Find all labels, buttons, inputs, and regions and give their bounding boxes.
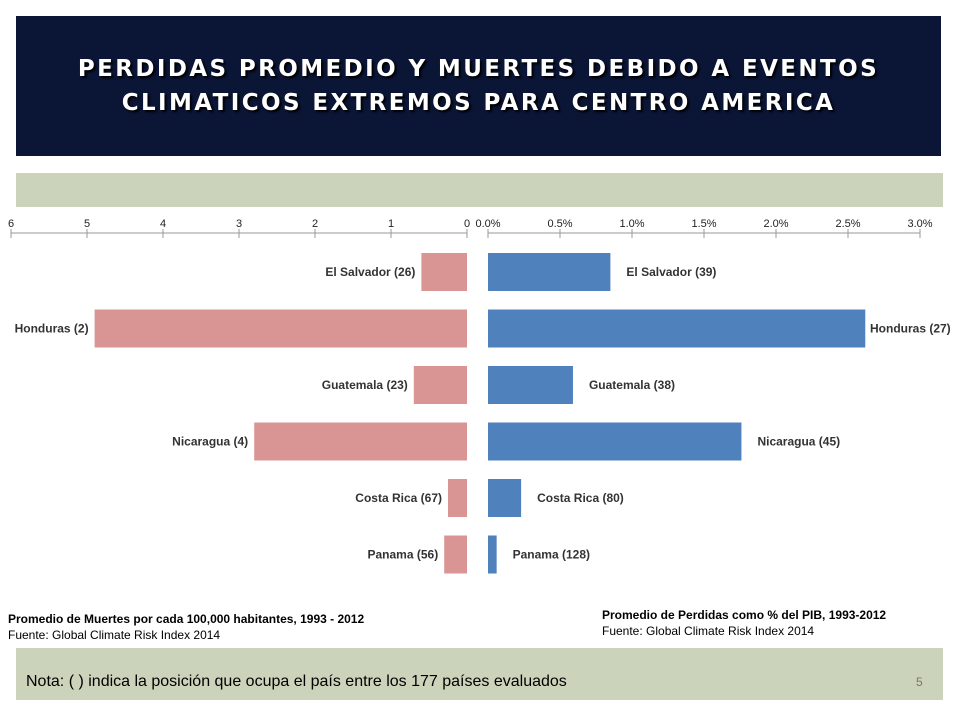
deaths-bar-label: Panama (56) <box>367 548 438 562</box>
losses-chart-title: Promedio de Perdidas como % del PIB, 199… <box>602 608 887 622</box>
losses-tick-label: 2.5% <box>835 218 860 230</box>
deaths-chart-title: Promedio de Muertes por cada 100,000 hab… <box>8 612 365 626</box>
deaths-bar <box>94 309 467 348</box>
deaths-bar-label: Guatemala (23) <box>322 378 408 392</box>
losses-bars: El Salvador (39) Honduras (27) Guatemala (… <box>488 253 951 574</box>
deaths-bar <box>444 535 467 574</box>
losses-axis: 0.0% 0.5% 1.0% 1.5% 2.0% 2.5% 3.0% <box>475 218 933 238</box>
deaths-tick-label: 5 <box>84 218 90 230</box>
losses-bar-label: Guatemala (38) <box>589 378 675 392</box>
losses-bar-label: Costa Rica (80) <box>537 491 624 505</box>
losses-bar <box>488 309 866 348</box>
header-band <box>16 173 943 207</box>
deaths-bar <box>421 253 467 291</box>
page-number: 5 <box>916 675 923 689</box>
losses-bar-label: Honduras (27) <box>870 322 951 336</box>
deaths-bars: El Salvador (26) Honduras (2) Guatemala (2… <box>15 253 467 574</box>
deaths-bar-label: El Salvador (26) <box>325 265 415 279</box>
losses-tick-label: 1.5% <box>691 218 716 230</box>
losses-bar <box>488 253 611 291</box>
losses-tick-label: 0.5% <box>547 218 572 230</box>
deaths-bar <box>413 366 467 404</box>
deaths-bar <box>254 422 467 461</box>
deaths-chart-source: Fuente: Global Climate Risk Index 2014 <box>8 628 221 642</box>
losses-chart-source: Fuente: Global Climate Risk Index 2014 <box>602 624 815 638</box>
losses-tick-label: 2.0% <box>763 218 788 230</box>
deaths-bar-label: Honduras (2) <box>15 322 89 336</box>
deaths-tick-label: 3 <box>236 218 242 230</box>
deaths-tick-label: 0 <box>464 218 470 230</box>
deaths-bar-label: Costa Rica (67) <box>355 491 442 505</box>
note-text: Nota: ( ) indica la posición que ocupa e… <box>26 673 567 690</box>
deaths-tick-label: 4 <box>160 218 166 230</box>
slide-title-line-2: CLIMATICOS EXTREMOS PARA CENTRO AMERICA <box>121 90 836 116</box>
losses-source-block: Promedio de Perdidas como % del PIB, 199… <box>602 607 886 639</box>
losses-bar <box>488 535 497 574</box>
slide-title-line-1: PERDIDAS PROMEDIO Y MUERTES DEBIDO A EVE… <box>77 56 880 82</box>
title-box: PERDIDAS PROMEDIO Y MUERTES DEBIDO A EVE… <box>16 16 941 156</box>
losses-bar-label: Nicaragua (45) <box>757 435 840 449</box>
losses-tick-label: 1.0% <box>619 218 644 230</box>
deaths-tick-label: 6 <box>8 218 14 230</box>
deaths-source-block: Promedio de Muertes por cada 100,000 hab… <box>8 611 364 643</box>
losses-tick-label: 0.0% <box>475 218 500 230</box>
losses-bar-label: El Salvador (39) <box>626 265 716 279</box>
deaths-axis: 6 5 4 3 2 1 0 <box>8 218 470 238</box>
losses-bar <box>488 366 573 404</box>
losses-bar-label: Panama (128) <box>513 548 590 562</box>
deaths-tick-label: 1 <box>388 218 394 230</box>
deaths-bar-label: Nicaragua (4) <box>172 435 248 449</box>
deaths-tick-label: 2 <box>312 218 318 230</box>
deaths-bar <box>448 479 467 517</box>
losses-bar <box>488 479 522 517</box>
losses-bar <box>488 422 742 461</box>
butterfly-chart: 6 5 4 3 2 1 0 0.0% 0.5% 1.0% 1.5% 2.0% 2.5% 3.0% El … <box>8 218 951 574</box>
footer-band <box>16 648 943 700</box>
losses-tick-label: 3.0% <box>907 218 932 230</box>
